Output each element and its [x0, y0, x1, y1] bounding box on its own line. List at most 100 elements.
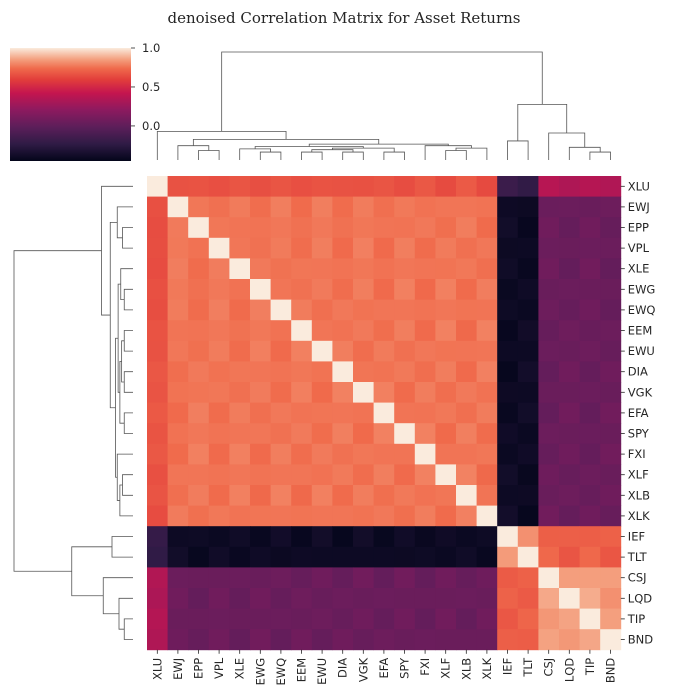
heatmap-cell — [456, 237, 477, 259]
heatmap-cell — [414, 423, 436, 445]
dendrogram-link — [119, 484, 133, 517]
heatmap-cell — [517, 588, 539, 609]
heatmap-cell — [250, 485, 271, 506]
heatmap-cell — [579, 526, 601, 548]
heatmap-cell — [600, 176, 622, 197]
heatmap-cell — [538, 217, 560, 239]
heatmap-cell — [435, 340, 457, 362]
heatmap-cell — [167, 505, 189, 527]
dendrogram-link — [568, 146, 601, 160]
heatmap-cell — [167, 176, 189, 197]
heatmap-cell — [353, 629, 374, 651]
heatmap-cell — [250, 299, 271, 321]
heatmap-cell — [435, 361, 457, 383]
heatmap-cell — [394, 546, 416, 568]
heatmap-cell — [270, 567, 292, 589]
heatmap-cell — [373, 340, 395, 362]
heatmap-cell — [373, 485, 395, 506]
heatmap-cell — [147, 299, 168, 321]
heatmap-cell — [353, 608, 374, 630]
heatmap-cell — [167, 340, 189, 362]
heatmap-cell — [414, 567, 436, 589]
heatmap-cell — [167, 382, 189, 403]
heatmap-cell — [579, 176, 601, 197]
heatmap-cell — [373, 423, 395, 445]
heatmap-cell — [476, 217, 498, 239]
heatmap-cell — [538, 464, 560, 486]
heatmap-cell — [600, 402, 622, 424]
heatmap-cell — [559, 176, 580, 197]
heatmap-cell — [270, 402, 292, 424]
heatmap-cell — [414, 464, 436, 486]
column-label: DIA — [336, 658, 350, 678]
column-label: VPL — [212, 657, 226, 679]
column-label: EFA — [377, 658, 391, 679]
heatmap-cell — [373, 382, 395, 403]
dendrogram-link — [111, 536, 133, 558]
heatmap-cell — [208, 402, 230, 424]
dendrogram-link — [507, 140, 529, 160]
heatmap-cell — [497, 320, 519, 342]
heatmap-cell — [394, 464, 416, 486]
dendrogram-link — [239, 148, 272, 160]
heatmap-cell — [250, 340, 271, 362]
heatmap-cell — [147, 588, 168, 609]
heatmap-cell — [188, 361, 210, 383]
dendrogram-link — [122, 474, 133, 496]
heatmap-cell — [353, 526, 374, 548]
heatmap-cell — [147, 382, 168, 403]
heatmap-cell — [188, 629, 210, 651]
heatmap-cell — [414, 546, 436, 568]
heatmap-cell — [394, 588, 416, 609]
heatmap-cell — [311, 176, 333, 197]
heatmap-cell — [414, 526, 436, 548]
heatmap-cell — [229, 176, 251, 197]
heatmap-cell — [311, 196, 333, 218]
heatmap-cell — [517, 196, 539, 218]
heatmap-cell — [291, 340, 313, 362]
heatmap-cell — [497, 629, 519, 651]
heatmap-cell — [600, 279, 622, 300]
heatmap-cell — [559, 320, 580, 342]
heatmap-cell — [147, 196, 168, 218]
heatmap-cell — [332, 402, 354, 424]
heatmap-cell — [332, 279, 354, 300]
heatmap-cell — [332, 196, 354, 218]
column-label: EWG — [253, 658, 267, 686]
row-label: VPL — [628, 241, 650, 255]
heatmap-cell — [476, 464, 498, 486]
heatmap-cell — [188, 505, 210, 527]
column-label: LQD — [562, 658, 576, 682]
heatmap-cell — [270, 608, 292, 630]
heatmap-cell — [353, 423, 374, 445]
heatmap-cell — [250, 608, 271, 630]
heatmap-cell — [559, 196, 580, 218]
heatmap-cell — [188, 217, 210, 239]
heatmap-cell — [167, 320, 189, 342]
heatmap-cell — [600, 423, 622, 445]
dendrogram-link — [259, 151, 282, 160]
heatmap-cell — [600, 196, 622, 218]
heatmap-cell — [291, 423, 313, 445]
heatmap-cell — [229, 320, 251, 342]
heatmap-cell — [414, 443, 436, 465]
heatmap-cell — [373, 464, 395, 486]
heatmap-cell — [353, 382, 374, 403]
heatmap-cell — [456, 485, 477, 506]
heatmap-cell — [476, 196, 498, 218]
colorbar-tick-label: 0.5 — [142, 80, 160, 94]
heatmap-cell — [167, 299, 189, 321]
heatmap-cell — [147, 361, 168, 383]
column-label: XLB — [459, 658, 473, 680]
heatmap-cell — [167, 567, 189, 589]
heatmap-cell — [188, 588, 210, 609]
heatmap-cell — [435, 320, 457, 342]
heatmap-cell — [270, 526, 292, 548]
heatmap-cell — [353, 546, 374, 568]
heatmap-cell — [517, 567, 539, 589]
heatmap-cell — [373, 196, 395, 218]
heatmap-cell — [394, 526, 416, 548]
heatmap-cell — [579, 567, 601, 589]
heatmap-cell — [373, 608, 395, 630]
heatmap-cell — [600, 443, 622, 465]
